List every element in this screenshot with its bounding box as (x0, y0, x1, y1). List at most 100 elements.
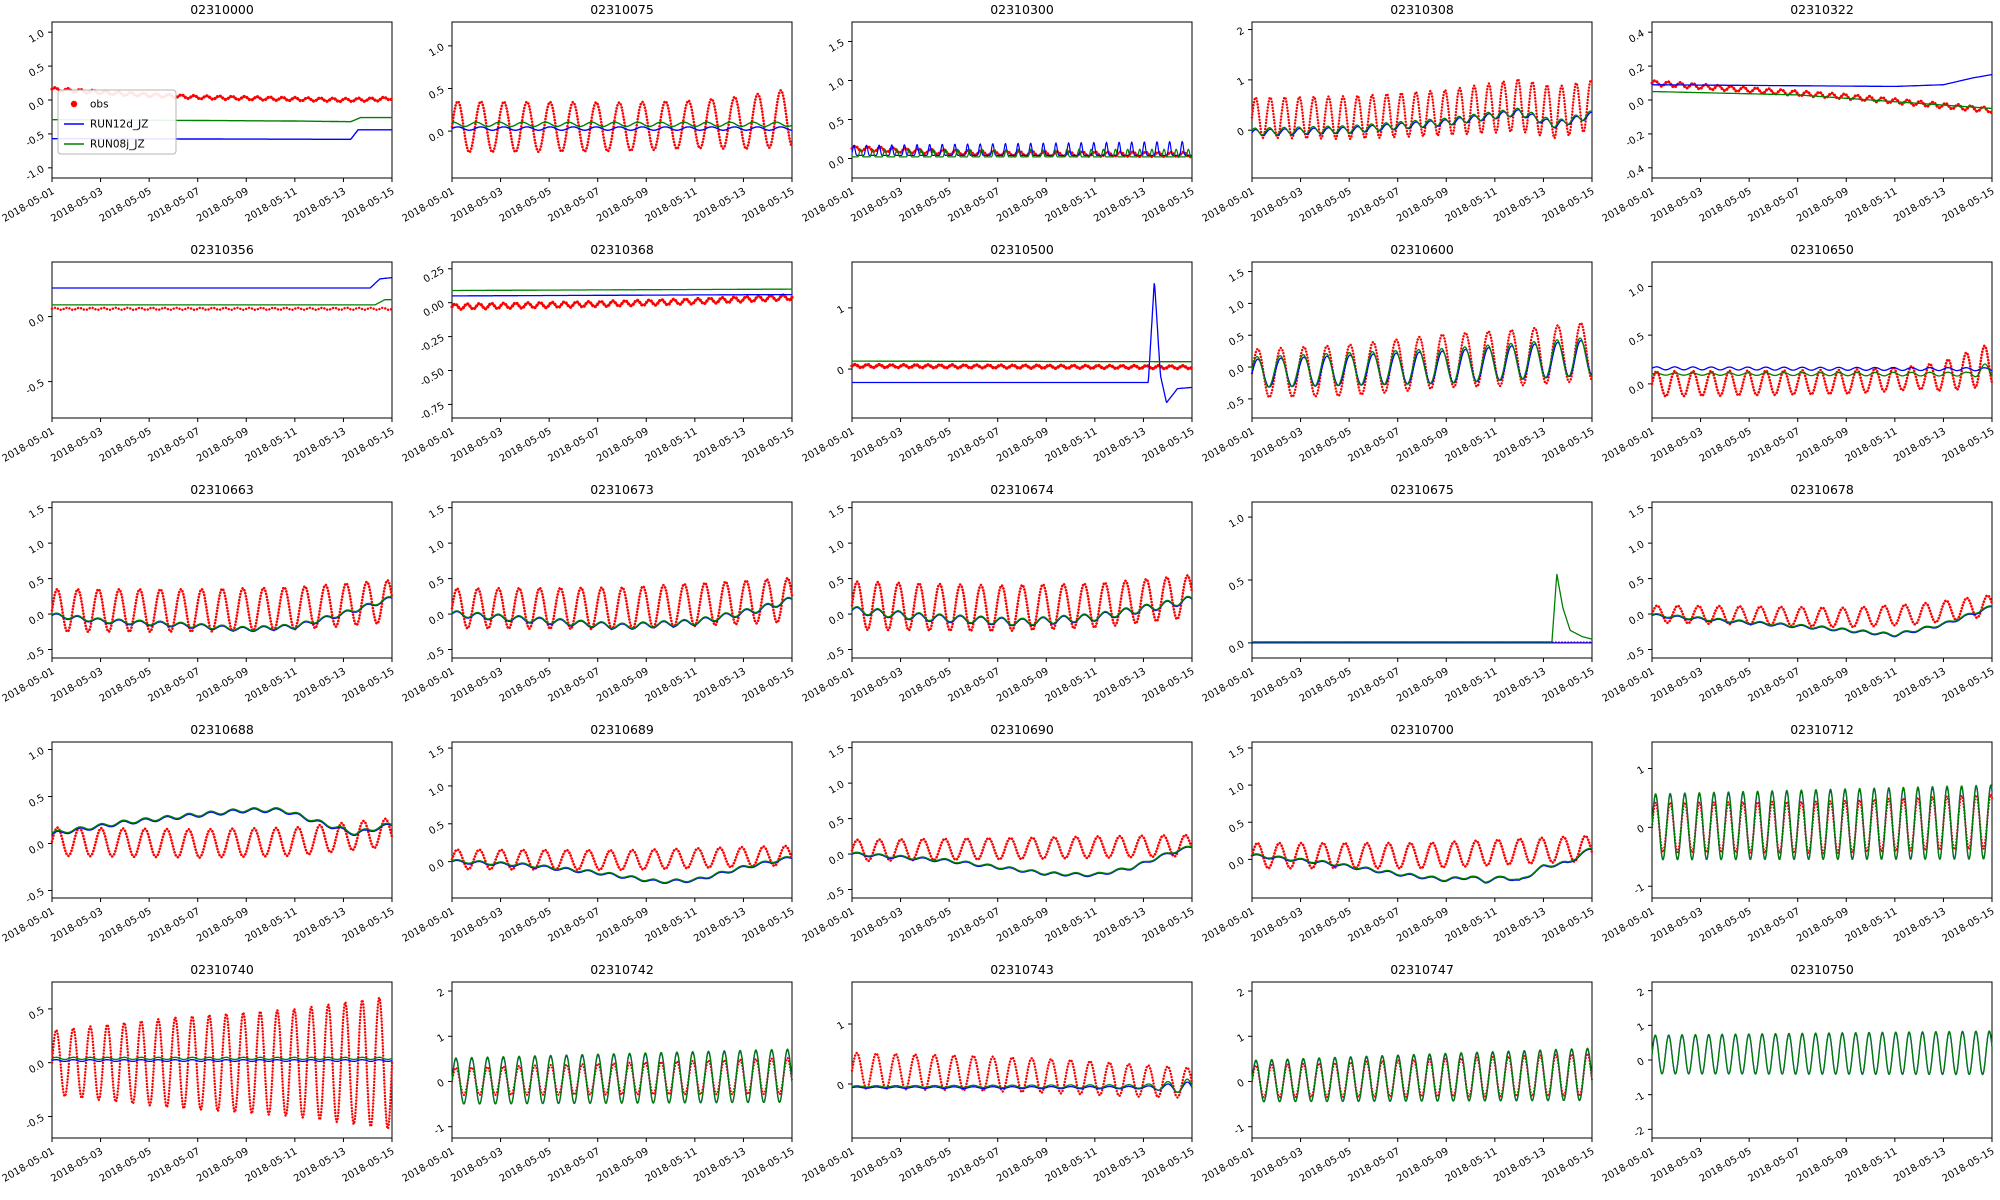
x-tick-label: 2018-05-01 (401, 1146, 457, 1185)
x-tick-label: 2018-05-01 (1601, 666, 1657, 705)
series-RUN12d_JZ (851, 1081, 1193, 1093)
x-tick-label: 2018-05-03 (849, 906, 905, 945)
y-tick-label: 1.0 (1227, 513, 1246, 530)
x-tick-label: 2018-05-05 (898, 906, 954, 945)
subplot-02310689: 02310689 1.5 1.0 0.5 0.0 2018-05-012018-05-03… (401, 722, 797, 945)
x-tick-label: 2018-05-07 (946, 186, 1002, 225)
y-tick-label: 0.5 (27, 575, 46, 592)
subplot-title: 02310075 (590, 2, 654, 17)
series-obs (50, 579, 394, 634)
x-tick-label: 2018-05-07 (946, 666, 1002, 705)
x-tick-label: 2018-05-07 (946, 1146, 1002, 1185)
x-tick-label: 2018-05-09 (595, 1146, 651, 1185)
x-tick-label: 2018-05-01 (401, 186, 457, 225)
subplot-cell: 02310674 1.5 1.0 0.5 0.0 -0.5 2018-05-01 2018-0… (800, 480, 1200, 720)
x-tick-label: 2018-05-05 (498, 186, 554, 225)
series-RUN08j_JZ (1251, 847, 1593, 883)
x-tick-label: 2018-05-05 (1298, 186, 1354, 225)
y-tick-label: -0.5 (1624, 646, 1646, 665)
x-tick-label: 2018-05-15 (1141, 1146, 1197, 1185)
x-tick-label: 2018-05-05 (1698, 1146, 1754, 1185)
x-tick-label: 2018-05-01 (1201, 186, 1257, 225)
x-tick-label: 2018-05-11 (1844, 906, 1900, 945)
x-tick-label: 2018-05-15 (1541, 426, 1597, 465)
x-tick-label: 2018-05-15 (1941, 186, 1997, 225)
x-tick-label: 2018-05-11 (244, 1146, 300, 1185)
x-tick-label: 2018-05-11 (244, 906, 300, 945)
series-RUN08j_JZ (1251, 573, 1593, 643)
subplot-cell: 02310600 1.5 1.0 0.5 0.0 -0.5 2018-05-01 2018-0… (1200, 240, 1600, 480)
x-tick-label: 2018-05-05 (1298, 666, 1354, 705)
x-tick-label: 2018-05-03 (449, 1146, 505, 1185)
subplot-cell: 02310742 2 1 0 -1 2018-05-01 2018-05-03 2018-05… (400, 960, 800, 1200)
subplot-cell: 02310673 1.5 1.0 0.5 0.0 -0.5 2018-05-01 2018-0… (400, 480, 800, 720)
series-RUN08j_JZ (851, 845, 1193, 877)
x-tick-label: 2018-05-03 (1649, 666, 1705, 705)
subplot-title: 02310308 (1390, 2, 1454, 17)
subplot-title: 02310650 (1790, 242, 1854, 257)
subplot-cell: 02310700 1.5 1.0 0.5 0.0 2018-05-01 2018-05-03… (1200, 720, 1600, 960)
x-tick-label: 2018-05-05 (898, 426, 954, 465)
x-tick-label: 2018-05-01 (1201, 1146, 1257, 1185)
x-tick-label: 2018-05-13 (292, 906, 348, 945)
x-tick-label: 2018-05-07 (1346, 1146, 1402, 1185)
y-tick-label: 0.5 (27, 793, 46, 810)
y-tick-label: 1 (1235, 76, 1246, 89)
y-tick-label: 0.0 (27, 1059, 46, 1076)
x-tick-label: 2018-05-15 (1941, 906, 1997, 945)
subplot-cell: 02310688 1.0 0.5 0.0 -0.5 2018-05-01 2018-05-0… (0, 720, 400, 960)
subplot-title: 02310673 (590, 482, 654, 497)
y-tick-label: 1.0 (1227, 299, 1246, 316)
x-tick-label: 2018-05-13 (692, 1146, 748, 1185)
x-tick-label: 2018-05-03 (449, 906, 505, 945)
y-tick-label: 0.0 (427, 858, 446, 875)
subplot-title: 02310700 (1390, 722, 1454, 737)
x-tick-label: 2018-05-15 (1941, 1146, 1997, 1185)
y-tick-label: 0.0 (827, 850, 846, 867)
y-tick-label: 1.0 (827, 539, 846, 556)
x-tick-label: 2018-05-15 (341, 906, 397, 945)
subplot-02310075: 023100751.00.50.02018-05-012018-05-03201… (401, 2, 797, 225)
y-tick-label: -2 (1632, 1125, 1646, 1140)
x-tick-label: 2018-05-03 (1249, 906, 1305, 945)
y-tick-label: 0.2 (1627, 62, 1646, 79)
subplot-02310690: 023106901.51.00.50.0-0.52018-05-012018-0… (801, 722, 1197, 945)
y-tick-label: -0.75 (419, 401, 447, 423)
axes-frame (1651, 261, 1993, 419)
x-tick-label: 2018-05-11 (1444, 426, 1500, 465)
subplot-cell: 02310500 1 0 2018-05-01 2018-05-03 2018-05-05… (800, 240, 1200, 480)
subplot-title: 02310322 (1790, 2, 1854, 17)
subplot-02310740: 023107400.50.0-0.52018-05-012018-05-0320… (1, 962, 397, 1185)
y-tick-label: 0.5 (427, 85, 446, 102)
x-tick-label: 2018-05-13 (292, 1146, 348, 1185)
x-tick-label: 2018-05-11 (1044, 906, 1100, 945)
series-obs (1250, 834, 1594, 870)
x-tick-label: 2018-05-01 (801, 906, 857, 945)
y-tick-label: -0.2 (1624, 130, 1646, 149)
x-tick-label: 2018-05-03 (1649, 186, 1705, 225)
y-tick-label: 0.25 (422, 265, 447, 286)
x-tick-label: 2018-05-11 (644, 906, 700, 945)
subplot-title: 02310000 (190, 2, 254, 17)
series-RUN12d_JZ (1651, 73, 1993, 88)
subplot-02310650: 023106501.00.50.02018-05-012018-05-03201… (1601, 242, 1997, 465)
x-tick-label: 2018-05-09 (1795, 1146, 1851, 1185)
y-tick-label: -0.5 (1224, 395, 1246, 414)
series-RUN12d_JZ (1651, 366, 1993, 372)
axes-frame (1651, 981, 1993, 1139)
x-tick-label: 2018-05-07 (546, 186, 602, 225)
x-tick-label: 2018-05-09 (195, 1146, 251, 1185)
x-tick-label: 2018-05-11 (1044, 666, 1100, 705)
y-tick-label: 0 (1235, 126, 1246, 139)
x-tick-label: 2018-05-09 (195, 186, 251, 225)
series-RUN08j_JZ (1651, 363, 1993, 378)
x-tick-label: 2018-05-09 (995, 666, 1051, 705)
x-tick-label: 2018-05-01 (1601, 426, 1657, 465)
x-tick-label: 2018-05-15 (341, 1146, 397, 1185)
y-tick-label: 1 (1635, 1021, 1646, 1034)
series-RUN08j_JZ (51, 1056, 393, 1061)
y-tick-label: -0.4 (1624, 164, 1646, 183)
y-tick-label: 0.4 (1627, 28, 1646, 45)
x-tick-label: 2018-05-05 (498, 1146, 554, 1185)
y-tick-label: 0.00 (422, 299, 447, 320)
